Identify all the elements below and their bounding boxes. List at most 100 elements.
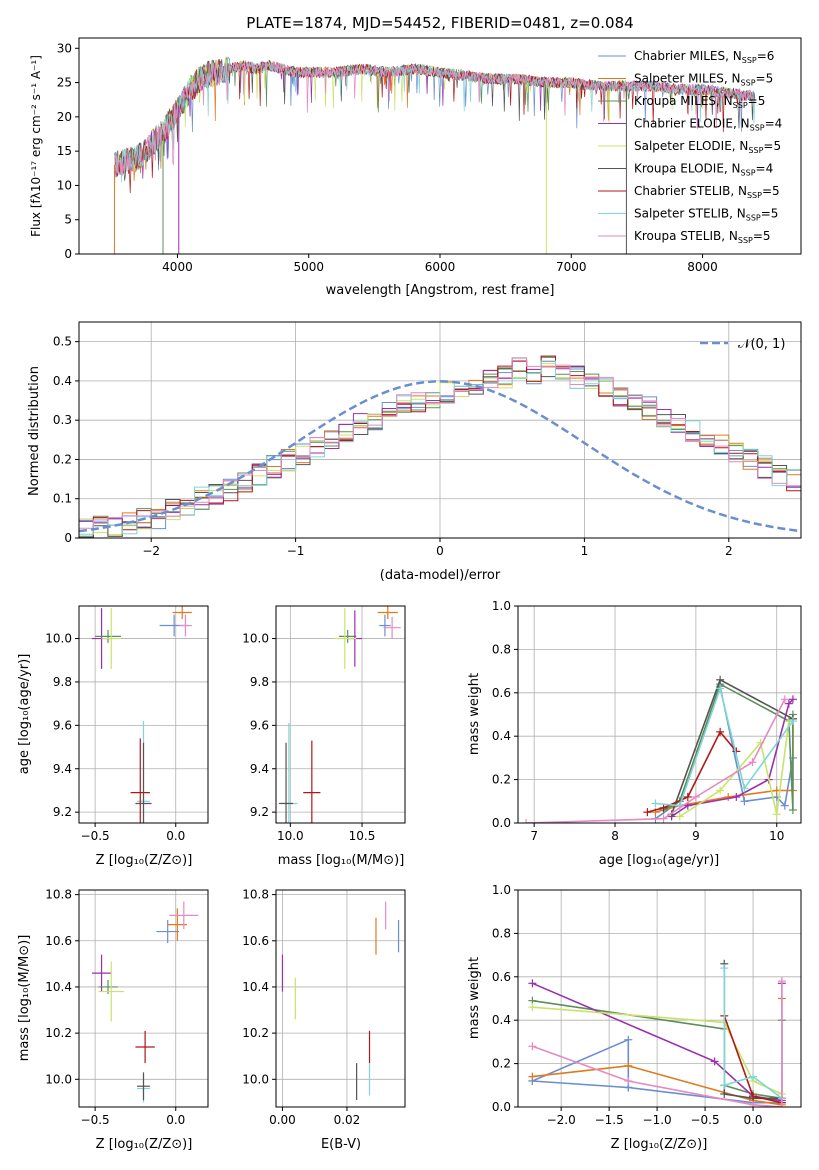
mass-z-ylabel: mass [log₁₀(M/M⊙)] [17,935,32,1062]
y-tick-label: 0.8 [492,642,511,656]
weight-z-xlabel: Z [log₁₀(Z/Z⊙)] [611,1137,708,1152]
spectrum-panel: PLATE=1874, MJD=54452, FIBERID=0481, z=0… [29,14,802,298]
y-tick-label: 10.6 [45,934,72,948]
y-tick-label: 10.6 [242,934,269,948]
x-tick-label: −1.0 [643,1113,672,1127]
x-tick-label: 0.0 [743,1113,762,1127]
y-tick-label: 0.5 [53,335,72,349]
legend-label: 𝒩(0, 1) [738,337,785,352]
weight-age-xlabel: age [log₁₀(age/yr)] [599,853,720,868]
y-tick-label: 10.2 [45,1026,72,1040]
y-tick-label: 10.0 [242,632,269,646]
age-mass-plot-area: 10.0 10.5 9.2 9.4 9.6 9.8 10.0 [242,605,406,843]
residual-histogram-panel: −2 −1 0 1 2 0 0.1 0.2 0.3 0.4 0.5 𝒩(0, 1) (data-mod… [27,321,802,583]
axes-frame [78,321,802,539]
weight-age-ylabel: mass weight [467,673,482,755]
normal-curve [79,380,801,533]
legend-label: Chabrier MILES, NSSP=6 [634,49,774,65]
y-tick-label: 0.0 [492,816,511,830]
x-tick-label: 7 [530,829,538,843]
x-tick-label: 8000 [687,260,718,274]
y-tick-label: 1.0 [492,883,511,897]
legend-label-value: =6 [757,49,775,63]
mass-vs-ebv-panel: 0.00 0.02 10.0 10.2 10.4 10.6 10.8 E(B-V) [242,888,406,1152]
y-tick-label: 0.0 [492,1100,511,1114]
y-tick-label: 25 [57,76,72,90]
y-tick-label: 9.8 [250,675,269,689]
axes-frame [275,889,406,1108]
x-tick-label: −0.5 [81,1113,110,1127]
mass-ebv-plot-area: 0.00 0.02 10.0 10.2 10.4 10.6 10.8 [242,888,406,1127]
y-tick-label: 10.4 [242,980,269,994]
weight-series-line [723,968,783,1099]
mass-z-xlabel: Z [log₁₀(Z/Z⊙)] [96,1137,193,1152]
x-tick-label: 9 [692,829,700,843]
legend-label-subscript: SSP [742,56,757,65]
x-tick-label: 4000 [162,260,193,274]
weight-vs-age-panel: 7 8 9 10 0.0 0.2 0.4 0.6 0.8 1.0 age [log₁₀(age/y… [467,599,802,868]
legend-label-value: =5 [748,94,766,108]
x-tick-label: −1.5 [595,1113,624,1127]
x-tick-label: 7000 [556,260,587,274]
y-tick-label: 9.6 [53,718,72,732]
y-tick-label: 0.4 [492,729,511,743]
y-tick-label: 10.8 [242,888,269,902]
y-tick-label: 9.2 [250,805,269,819]
legend-label-subscript: SSP [747,191,762,200]
y-tick-label: 0.2 [53,452,72,466]
spectrum-title: PLATE=1874, MJD=54452, FIBERID=0481, z=0… [246,14,633,32]
plot-marks [528,959,786,1107]
plot-marks [79,355,801,538]
legend-label-value: =5 [753,229,771,243]
axes-frame [78,605,209,824]
y-tick-label: 10.0 [242,1072,269,1086]
y-tick-label: 9.2 [53,805,72,819]
weight-z-ylabel: mass weight [467,957,482,1039]
y-tick-label: 0.6 [492,970,511,984]
plot-marks [91,606,192,823]
age-mass-xlabel: mass [log₁₀(M/M⊙)] [278,853,405,868]
age-z-ylabel: age [log₁₀(age/yr)] [17,654,32,775]
residual-plot-area: −2 −1 0 1 2 0 0.1 0.2 0.3 0.4 0.5 𝒩(0, 1) [53,321,802,558]
axes-frame [78,889,209,1108]
mass-z-plot-area: −0.5 0.0 10.0 10.2 10.4 10.6 10.8 [45,888,209,1127]
age-z-plot-area: −0.5 0.0 9.2 9.4 9.6 9.8 10.0 [45,605,209,843]
legend-label-subscript: SSP [748,146,763,155]
plot-marks [91,901,199,1103]
spectrum-plot-area: 4000 5000 6000 7000 8000 0 5 10 15 20 25 30 [57,37,802,274]
axes-frame [517,605,802,824]
x-tick-label: 10.0 [277,829,304,843]
axes-frame [275,605,406,824]
x-tick-label: 0.0 [166,1113,185,1127]
spectrum-ylabel: Flux [fλ10⁻¹⁷ erg cm⁻² s⁻¹ A⁻¹] [29,55,43,237]
y-tick-label: 0.2 [492,773,511,787]
y-tick-label: 10.4 [45,980,72,994]
y-tick-label: 0.4 [53,374,72,388]
y-tick-label: 0.6 [492,686,511,700]
x-tick-label: 1 [581,544,589,558]
y-tick-label: 0.3 [53,413,72,427]
legend-label-value: =4 [756,162,774,176]
mass-ebv-xlabel: E(B-V) [321,1137,361,1152]
weight-z-plot-area: −2.0 −1.5 −1.0 −0.5 0.0 0.0 0.2 0.4 0.6 0.8 1.0 [492,883,802,1127]
residual-ylabel: Normed distribution [27,366,42,496]
x-tick-label: 0.02 [334,1113,361,1127]
y-tick-label: 1.0 [492,599,511,613]
legend-label-subscript: SSP [741,79,756,88]
x-tick-label: 0.00 [269,1113,296,1127]
spectrum-series-line [114,61,756,176]
legend-label-value: =5 [756,72,774,86]
x-tick-label: −1 [287,544,305,558]
y-tick-label: 0.8 [492,926,511,940]
plot-marks [278,606,401,823]
y-tick-label: 0 [64,247,72,261]
x-tick-label: −0.5 [690,1113,719,1127]
y-tick-label: 0 [64,531,72,545]
age-vs-mass-panel: 10.0 10.5 9.2 9.4 9.6 9.8 10.0 mass [log₁₀(M/M… [242,605,406,868]
legend-label: Salpeter ELODIE, NSSP=5 [634,139,781,155]
x-tick-label: 5000 [293,260,324,274]
y-tick-label: 5 [64,213,72,227]
legend-label-subscript: SSP [746,214,761,223]
y-tick-label: 10 [57,178,72,192]
